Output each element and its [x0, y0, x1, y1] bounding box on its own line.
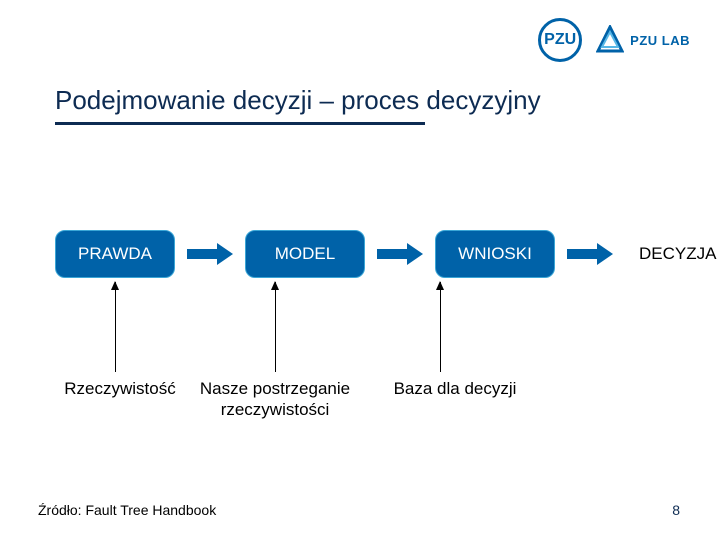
flow-node-prawda: PRAWDA	[55, 230, 175, 278]
caption-baza: Baza dla decyzji	[375, 378, 535, 399]
caption-rzeczywistosc: Rzeczywistość	[50, 378, 190, 399]
flow-node-model: MODEL	[245, 230, 365, 278]
arrow-icon	[377, 243, 423, 265]
arrow-icon	[187, 243, 233, 265]
vline-2	[275, 282, 276, 372]
caption-line: Nasze postrzeganie	[200, 379, 350, 398]
slide-title: Podejmowanie decyzji – proces decyzyjny	[55, 85, 541, 116]
brand-logo-group: PZU PZU LAB	[538, 18, 690, 62]
pzu-lab-text: PZU LAB	[630, 33, 690, 48]
pzu-lab-logo: PZU LAB	[596, 25, 690, 55]
title-underline	[55, 122, 425, 125]
pzu-logo-icon: PZU	[538, 18, 582, 62]
pzu-logo-text: PZU	[544, 31, 576, 49]
flow-node-wnioski: WNIOSKI	[435, 230, 555, 278]
page-number: 8	[672, 502, 680, 518]
arrow-icon	[567, 243, 613, 265]
process-flow: PRAWDA MODEL WNIOSKI DECYZJA	[55, 230, 716, 278]
source-citation: Źródło: Fault Tree Handbook	[38, 502, 216, 518]
triangle-icon	[596, 25, 624, 55]
vline-1	[115, 282, 116, 372]
caption-postrzeganie: Nasze postrzeganie rzeczywistości	[170, 378, 380, 421]
caption-line: rzeczywistości	[221, 400, 330, 419]
vline-3	[440, 282, 441, 372]
decision-label: DECYZJA	[639, 244, 716, 264]
